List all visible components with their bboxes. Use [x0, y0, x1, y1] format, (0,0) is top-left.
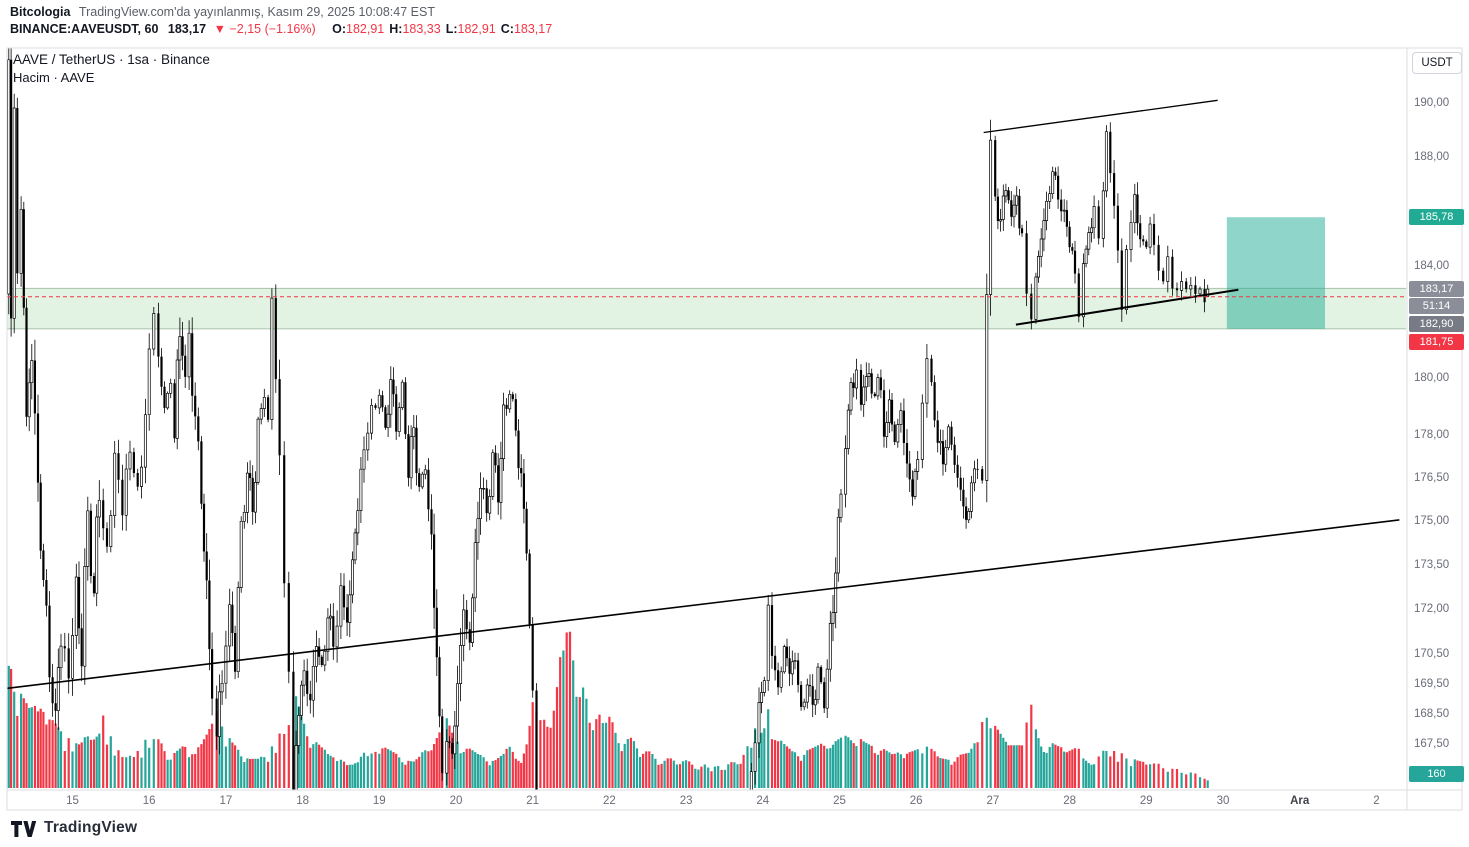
change-text: −2,15 (−1.16%) — [229, 22, 316, 36]
ohlc-label: L: — [445, 22, 458, 36]
symbol-info-bar: BINANCE:AAVEUSDT, 60 183,17 ▼ −2,15 (−1.… — [10, 22, 552, 36]
price-axis-label: 190,00 — [1414, 97, 1450, 109]
volume-bars-up — [7, 650, 1209, 788]
time-axis-label: 2 — [1373, 795, 1380, 807]
price-axis-label: 169,50 — [1414, 677, 1450, 690]
time-axis-label: 23 — [679, 795, 693, 807]
ohlc-label: O: — [332, 22, 347, 36]
volume-value-badge: 160 — [1409, 766, 1464, 782]
time-axis-label: 15 — [66, 795, 79, 807]
channel-upper-line — [983, 99, 1218, 134]
price-axis-label: 170,50 — [1414, 647, 1450, 660]
price-axis-label: 172,00 — [1414, 603, 1450, 616]
down-arrow-icon: ▼ — [213, 22, 226, 36]
last-price-text: 183,17 — [167, 22, 207, 36]
price-axis-label: 188,00 — [1414, 150, 1450, 163]
time-axis-label: 30 — [1216, 795, 1230, 807]
price-axis-label: 167,50 — [1414, 738, 1450, 751]
time-axis-label: 21 — [526, 795, 540, 807]
ohlc-value: 183,33 — [402, 22, 441, 36]
time-axis-label: 24 — [756, 795, 770, 807]
level-price-badge: 182,90 — [1409, 316, 1464, 332]
ohlc-value: 182,91 — [346, 22, 385, 36]
price-change: ▼ −2,15 (−1.16%) — [214, 22, 316, 36]
footer-bar: TradingView — [11, 818, 137, 838]
candle-bodies-up — [7, 59, 1210, 790]
time-axis-label: 22 — [602, 795, 616, 807]
price-axis-label: 173,50 — [1414, 559, 1450, 572]
price-axis-label: 178,00 — [1414, 428, 1450, 441]
time-axis-label: 26 — [909, 795, 923, 807]
ohlc-value: 182,91 — [457, 22, 496, 36]
time-axis-label: 18 — [296, 795, 309, 807]
attribution-bar: Bitcologia TradingView.com'da yayınlanmı… — [10, 5, 435, 19]
price-axis-label: 175,00 — [1414, 515, 1450, 528]
support-zone — [7, 288, 1406, 329]
time-axis-label: 19 — [372, 795, 386, 807]
last-price-badge: 183,17 — [1409, 281, 1464, 297]
ascending-trendline — [7, 519, 1400, 690]
target-box — [1226, 217, 1326, 329]
tradingview-logo-icon[interactable] — [11, 818, 37, 838]
price-axis-label: 168,50 — [1414, 707, 1450, 720]
publisher-name[interactable]: Bitcologia — [10, 5, 71, 19]
chart-pane — [7, 48, 1406, 790]
tradingview-wordmark[interactable]: TradingView — [44, 819, 138, 836]
time-axis-label: 17 — [219, 795, 233, 807]
ohlc-values: O:182,91 H:183,33 L:182,91 C:183,17 — [327, 22, 552, 36]
price-axis-label: 184,00 — [1414, 260, 1450, 273]
ohlc-value: 183,17 — [513, 22, 553, 36]
candle-wicks — [8, 48, 1209, 790]
target-price-badge: 185,78 — [1409, 209, 1464, 225]
chart-frame — [6, 47, 1463, 811]
time-axis-label: 27 — [986, 795, 1000, 807]
time-axis-label: Ara — [1290, 795, 1310, 807]
ohlc-label: H: — [389, 22, 403, 36]
ohlc-label: C: — [500, 22, 514, 36]
currency-toggle[interactable]: USDT — [1412, 52, 1462, 74]
time-axis-label: 16 — [142, 795, 156, 807]
time-axis-label: 29 — [1139, 795, 1153, 807]
time-axis-label: 25 — [833, 795, 846, 807]
price-axis-label: 176,50 — [1414, 471, 1450, 484]
time-axis-label: 28 — [1063, 795, 1076, 807]
publish-info: TradingView.com'da yayınlanmış, Kasım 29… — [78, 5, 435, 19]
symbol-title[interactable]: BINANCE:AAVEUSDT, 60 — [10, 22, 159, 36]
time-axis-label: 20 — [449, 795, 463, 807]
price-axis-label: 180,00 — [1414, 372, 1450, 385]
channel-lower-line — [1015, 288, 1239, 326]
bar-countdown-badge: 51:14 — [1409, 298, 1464, 314]
support-price-badge: 181,75 — [1409, 334, 1464, 350]
